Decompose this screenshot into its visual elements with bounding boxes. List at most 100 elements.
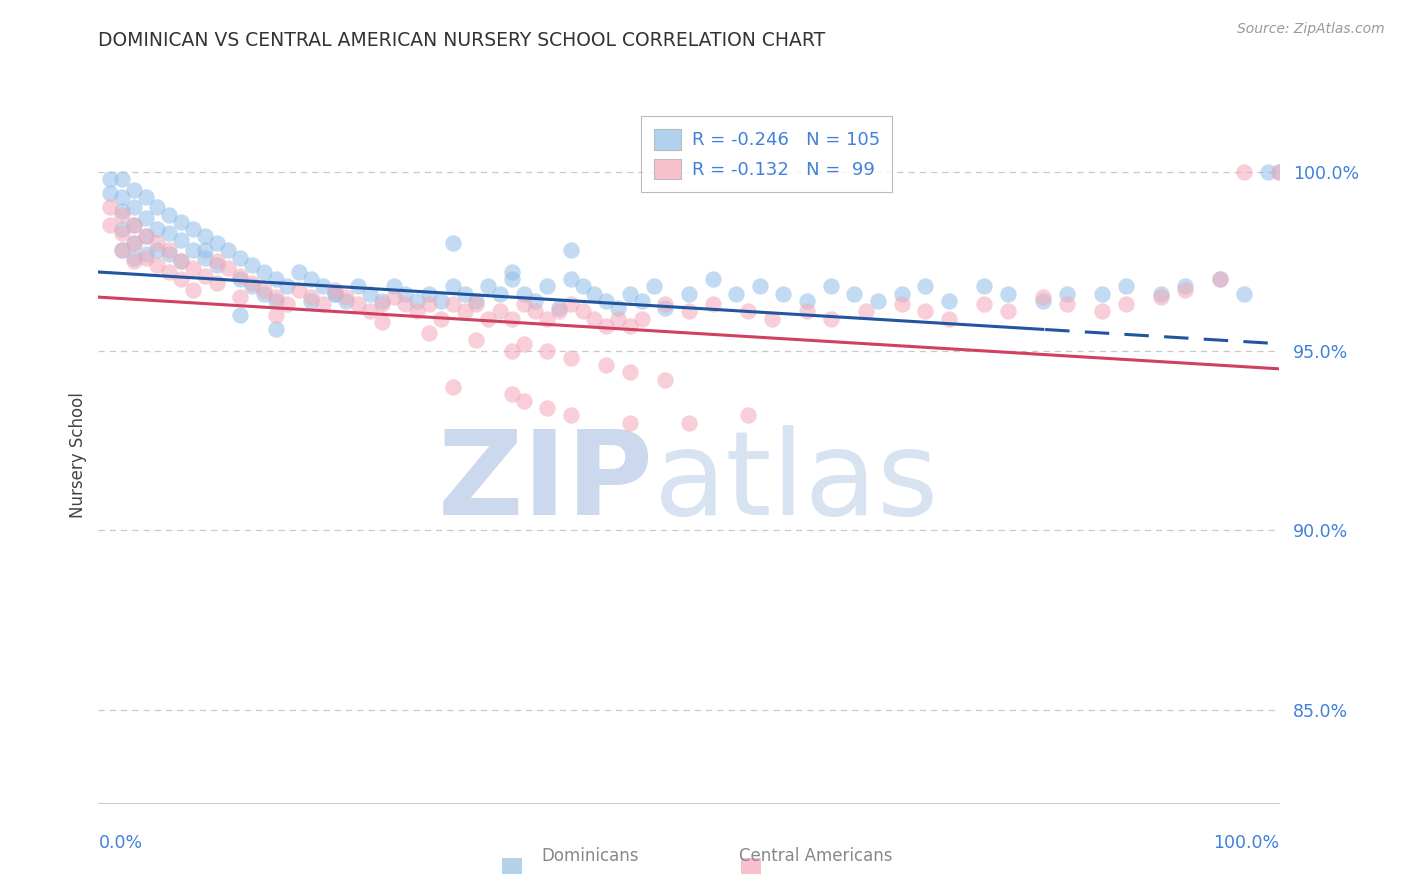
Point (146, 236, 169, 251)
Point (264, 308, 287, 322)
Point (335, 290, 357, 304)
Point (477, 311, 499, 326)
Point (1233, 164, 1256, 178)
Point (560, 272, 582, 286)
Point (382, 279, 405, 293)
Point (465, 297, 488, 311)
Point (347, 279, 370, 293)
Point (181, 283, 204, 297)
Point (654, 301, 676, 315)
Point (240, 276, 263, 290)
Point (264, 293, 287, 308)
Point (170, 272, 193, 286)
Point (394, 286, 416, 301)
Point (240, 279, 263, 293)
Point (1233, 286, 1256, 301)
Point (122, 219, 145, 233)
Text: atlas: atlas (654, 425, 939, 541)
Point (702, 297, 724, 311)
Point (371, 293, 394, 308)
Point (194, 268, 217, 283)
Legend: R = -0.246   N = 105, R = -0.132   N =  99: R = -0.246 N = 105, R = -0.132 N = 99 (641, 116, 893, 192)
Point (571, 279, 593, 293)
Point (181, 261, 204, 276)
Point (725, 286, 748, 301)
Point (382, 290, 405, 304)
Point (135, 251, 157, 265)
Point (489, 304, 512, 318)
Point (240, 258, 263, 272)
Point (288, 265, 311, 279)
Point (678, 304, 700, 318)
Point (170, 233, 193, 247)
Point (135, 229, 157, 244)
Point (583, 311, 606, 326)
Point (111, 171, 134, 186)
Point (938, 293, 960, 308)
Point (512, 297, 534, 311)
Point (866, 293, 889, 308)
Point (914, 304, 936, 318)
Point (418, 286, 440, 301)
Point (1056, 297, 1078, 311)
Point (111, 244, 134, 258)
Point (737, 409, 759, 423)
Point (524, 304, 547, 318)
Point (1150, 286, 1173, 301)
Point (335, 293, 357, 308)
Point (205, 236, 228, 251)
Point (157, 226, 180, 240)
Point (253, 265, 276, 279)
Point (1174, 279, 1197, 293)
Point (441, 279, 464, 293)
Point (772, 286, 794, 301)
Point (453, 286, 475, 301)
Point (607, 311, 630, 326)
Text: DOMINICAN VS CENTRAL AMERICAN NURSERY SCHOOL CORRELATION CHART: DOMINICAN VS CENTRAL AMERICAN NURSERY SC… (98, 31, 825, 50)
Point (441, 297, 464, 311)
Point (1091, 304, 1114, 318)
Point (820, 279, 842, 293)
Point (536, 279, 558, 293)
Point (1032, 290, 1054, 304)
Point (501, 311, 523, 326)
Point (501, 387, 523, 401)
Point (1209, 272, 1232, 286)
Point (973, 297, 995, 311)
Point (157, 265, 180, 279)
Point (796, 293, 818, 308)
Point (288, 283, 311, 297)
Point (702, 272, 724, 286)
Point (299, 293, 322, 308)
Point (560, 244, 582, 258)
Point (512, 336, 534, 351)
Point (418, 326, 440, 340)
Point (761, 311, 783, 326)
Point (1174, 283, 1197, 297)
Point (465, 293, 488, 308)
Point (359, 304, 381, 318)
Point (122, 182, 145, 196)
Point (146, 258, 169, 272)
Bar (741, 858, 761, 874)
Point (548, 301, 571, 315)
Point (512, 286, 534, 301)
Point (217, 244, 239, 258)
Point (536, 401, 558, 416)
Point (441, 236, 464, 251)
Point (371, 297, 394, 311)
Point (524, 293, 547, 308)
Point (619, 416, 641, 430)
Text: ZIP: ZIP (437, 425, 654, 541)
Point (489, 286, 512, 301)
Point (619, 286, 641, 301)
Point (323, 286, 346, 301)
Point (135, 247, 157, 261)
Point (560, 409, 582, 423)
Point (406, 293, 429, 308)
Point (111, 190, 134, 204)
Point (595, 318, 617, 333)
Point (536, 343, 558, 358)
Point (441, 380, 464, 394)
Point (181, 244, 204, 258)
